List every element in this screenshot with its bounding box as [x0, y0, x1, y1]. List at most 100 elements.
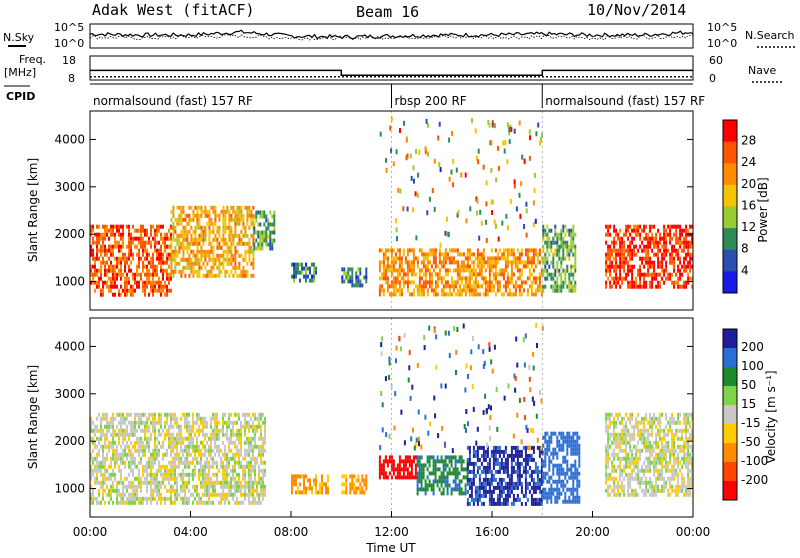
data-cell-region-0 — [110, 421, 112, 425]
data-cell-region-0 — [158, 413, 160, 417]
data-cell-region-0 — [192, 457, 194, 461]
data-cell-region-5 — [483, 248, 485, 252]
data-cell-region-3 — [311, 279, 313, 283]
data-cell-region-0 — [142, 237, 144, 241]
data-cell-region-1 — [242, 258, 244, 262]
data-cell-region-7 — [623, 489, 625, 493]
data-cell-region-0 — [138, 257, 140, 261]
data-cell-region-6 — [574, 269, 576, 273]
data-cell-region-0 — [136, 229, 138, 233]
data-cell-region-4 — [459, 455, 461, 459]
data-cell-region-5 — [527, 462, 529, 466]
data-cell-region-6 — [548, 229, 550, 233]
data-cell-region-5 — [521, 284, 523, 288]
data-cell-region-1 — [196, 270, 198, 274]
data-cell-region-6 — [576, 448, 578, 452]
data-cell-region-1 — [250, 234, 252, 238]
data-cell-region-1 — [216, 274, 218, 278]
data-cell-region-0 — [144, 229, 146, 233]
data-cell-region-0 — [256, 445, 258, 449]
data-cell-region-0 — [94, 265, 96, 269]
data-cell-region-5 — [489, 268, 491, 272]
data-cell-region-0 — [152, 225, 154, 229]
data-cell-region-0 — [250, 473, 252, 477]
data-cell-region-0 — [162, 465, 164, 469]
data-cell-region-5 — [521, 482, 523, 486]
data-cell-region-6 — [566, 440, 568, 444]
freq-ytick-top: 18 — [62, 54, 76, 67]
data-cell-region-3 — [391, 459, 393, 463]
data-cell-scatter — [525, 202, 527, 207]
data-cell-region-1 — [226, 262, 228, 266]
data-cell-region-7 — [627, 265, 629, 269]
data-cell-region-5 — [537, 252, 539, 256]
data-cell-region-0 — [186, 485, 188, 489]
data-cell-region-7 — [679, 229, 681, 233]
data-cell-region-0 — [110, 229, 112, 233]
data-cell-region-6 — [560, 285, 562, 289]
data-cell-region-5 — [511, 272, 513, 276]
data-cell-region-5 — [435, 284, 437, 288]
data-cell-region-5 — [503, 276, 505, 280]
data-cell-region-5 — [435, 248, 437, 252]
data-cell-region-0 — [184, 485, 186, 489]
data-cell-region-7 — [619, 229, 621, 233]
data-cell-region-5 — [519, 474, 521, 478]
data-cell-region-0 — [102, 241, 104, 245]
data-cell-region-0 — [202, 433, 204, 437]
data-cell-region-0 — [234, 413, 236, 417]
data-cell-region-0 — [176, 477, 178, 481]
data-cell-region-7 — [611, 253, 613, 257]
data-cell-region-0 — [130, 461, 132, 465]
data-cell-region-0 — [184, 425, 186, 429]
data-cell-region-6 — [556, 452, 558, 456]
data-cell-scatter — [476, 211, 478, 216]
data-cell-region-0 — [164, 241, 166, 245]
data-cell-region-0 — [146, 481, 148, 485]
data-cell-scatter — [411, 176, 413, 181]
data-cell-region-5 — [477, 446, 479, 450]
data-cell-region-5 — [391, 248, 393, 252]
data-cell-region-0 — [174, 477, 176, 481]
data-cell-region-5 — [391, 264, 393, 268]
data-cell-region-7 — [679, 285, 681, 289]
data-cell-region-5 — [439, 276, 441, 280]
data-cell-region-1 — [236, 214, 238, 218]
data-cell-region-0 — [146, 437, 148, 441]
data-cell-region-5 — [511, 264, 513, 268]
data-cell-region-5 — [491, 474, 493, 478]
data-cell-region-5 — [465, 268, 467, 272]
data-cell-region-5 — [485, 288, 487, 292]
data-cell-region-5 — [489, 466, 491, 470]
data-cell-region-0 — [94, 445, 96, 449]
data-cell-region-6 — [556, 269, 558, 273]
data-cell-region-0 — [232, 485, 234, 489]
data-cell-region-1 — [176, 218, 178, 222]
data-cell-region-7 — [661, 237, 663, 241]
data-cell-region-0 — [190, 425, 192, 429]
data-cell-region-4 — [433, 463, 435, 467]
data-cell-region-7 — [665, 237, 667, 241]
data-cell-region-4 — [455, 463, 457, 467]
data-cell-region-4 — [419, 479, 421, 483]
data-cell-region-0 — [152, 417, 154, 421]
data-cell-region-1 — [184, 274, 186, 278]
data-cell-region-6 — [570, 281, 572, 285]
data-cell-region-2 — [349, 486, 351, 490]
data-cell-region-7 — [617, 481, 619, 485]
data-cell-region-1 — [248, 206, 250, 210]
data-cell-region-7 — [615, 469, 617, 473]
data-cell-region-0 — [182, 489, 184, 493]
data-cell-region-5 — [505, 498, 507, 502]
data-cell-region-0 — [104, 413, 106, 417]
data-cell-region-0 — [158, 489, 160, 493]
data-cell-region-6 — [560, 464, 562, 468]
data-cell-region-5 — [469, 458, 471, 462]
data-cell-region-0 — [118, 441, 120, 445]
data-cell-region-0 — [104, 501, 106, 505]
data-cell-region-1 — [248, 214, 250, 218]
data-cell-region-5 — [481, 486, 483, 490]
data-cell-region-4 — [343, 271, 345, 275]
data-cell-region-0 — [126, 497, 128, 501]
data-cell-region-1 — [206, 210, 208, 214]
